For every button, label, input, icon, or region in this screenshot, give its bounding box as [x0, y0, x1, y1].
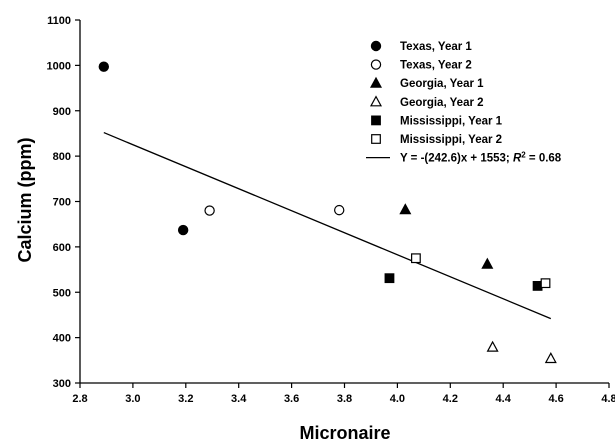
regression-line [103, 131, 552, 320]
data-point [532, 280, 543, 291]
y-tick-label: 300 [53, 378, 71, 390]
x-tick-label: 4.4 [496, 393, 512, 405]
legend: Texas, Year 1 Texas, Year 2 Georgia, Year … [366, 40, 562, 165]
x-tick-label: 2.8 [72, 393, 87, 405]
data-point [177, 224, 189, 236]
legend-marker [371, 115, 381, 126]
x-tick-label: 3.2 [178, 393, 193, 405]
legend-regression-label: Y = -(242.6)x + 1553; R2 = 0.68 [400, 150, 562, 165]
legend-label: Georgia, Year 2 [400, 97, 484, 109]
data-point [544, 352, 557, 364]
x-tick-label: 3.0 [125, 393, 140, 405]
legend-marker [370, 40, 382, 52]
axes: 2.8 3.0 3.2 3.4 3.6 3.8 4.0 4.2 4.4 4.6 4.8 300 400 5… [47, 15, 615, 405]
x-tick-label: 4.0 [390, 393, 405, 405]
x-tick-label: 4.8 [601, 393, 615, 405]
legend-label: Mississippi, Year 1 [400, 115, 503, 127]
data-point [486, 340, 499, 352]
y-tick-label: 500 [53, 287, 71, 299]
data-point [334, 204, 345, 216]
y-tick-label: 900 [53, 106, 71, 118]
legend-marker [371, 134, 381, 144]
y-tick-label: 800 [53, 151, 71, 163]
data-point [399, 203, 412, 215]
x-tick-label: 4.2 [443, 393, 458, 405]
y-axis-title: Calcium (ppm) [15, 137, 35, 262]
legend-label: Texas, Year 1 [400, 41, 472, 53]
y-tick-label: 600 [53, 242, 71, 254]
data-point [98, 61, 110, 72]
plot-area [98, 61, 557, 364]
data-point [204, 205, 215, 216]
legend-marker [369, 95, 383, 107]
legend-marker [369, 76, 383, 88]
y-tick-label: 400 [53, 333, 71, 345]
x-tick-label: 4.6 [548, 393, 563, 405]
data-point [384, 273, 395, 284]
legend-label: Texas, Year 2 [400, 60, 472, 72]
legend-marker [370, 59, 382, 70]
y-tick-label: 700 [53, 197, 71, 209]
data-point [481, 257, 494, 269]
x-axis-title: Micronaire [299, 423, 390, 443]
data-point [411, 253, 421, 264]
x-tick-label: 3.6 [284, 393, 299, 405]
data-point [540, 278, 551, 289]
x-tick-label: 3.4 [231, 393, 247, 405]
legend-label: Mississippi, Year 2 [400, 134, 502, 146]
legend-label: Georgia, Year 1 [400, 78, 484, 90]
x-tick-label: 3.8 [337, 393, 352, 405]
y-tick-label: 1000 [47, 60, 71, 72]
y-tick-label: 1100 [47, 15, 71, 27]
